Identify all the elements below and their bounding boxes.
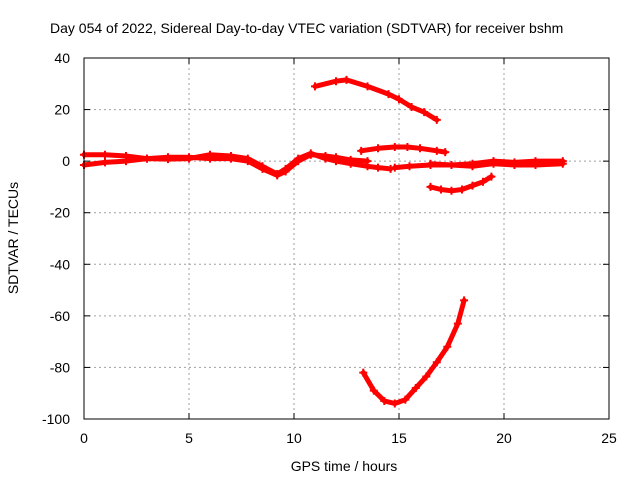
- data-point: [346, 155, 355, 164]
- data-point: [489, 157, 498, 166]
- data-point: [311, 82, 319, 91]
- data-point: [447, 186, 456, 195]
- data-point: [411, 384, 420, 393]
- data-point: [441, 148, 450, 157]
- data-point: [369, 386, 378, 395]
- data-point: [390, 399, 399, 408]
- data-point: [101, 150, 109, 159]
- data-point: [487, 172, 496, 181]
- data-point: [453, 319, 462, 328]
- data-point: [363, 157, 372, 166]
- data-point: [258, 164, 267, 173]
- data-point: [122, 157, 130, 166]
- data-point: [342, 75, 351, 84]
- y-tick-label: 0: [62, 153, 70, 169]
- chart-title: Day 054 of 2022, Sidereal Day-to-day VTE…: [50, 20, 563, 36]
- x-tick-label: 10: [286, 430, 302, 446]
- data-point: [437, 185, 445, 194]
- data-point: [374, 163, 382, 172]
- data-point: [460, 296, 469, 305]
- data-point: [294, 157, 303, 166]
- data-point: [164, 153, 172, 162]
- data-point: [359, 368, 368, 377]
- data-point: [458, 185, 466, 194]
- y-tick-label: -20: [50, 205, 70, 221]
- data-point: [422, 372, 431, 381]
- data-point: [390, 163, 399, 172]
- data-point: [447, 161, 456, 170]
- data-point: [332, 77, 340, 86]
- y-axis-label: SDTVAR / TECUs: [5, 182, 21, 294]
- x-tick-labels: 0 5 10 15 20 25: [80, 430, 617, 446]
- data-point: [401, 395, 410, 404]
- data-point: [227, 154, 235, 163]
- data-point: [443, 342, 452, 351]
- data-point: [432, 358, 441, 367]
- x-axis-label: GPS time / hours: [291, 458, 398, 474]
- data-point: [479, 177, 487, 186]
- y-tick-label: 40: [54, 50, 70, 66]
- x-tick-label: 25: [601, 430, 617, 446]
- data-point: [332, 153, 340, 162]
- series-3: [311, 75, 441, 124]
- x-tick-label: 20: [496, 430, 512, 446]
- series-2: [80, 150, 372, 180]
- data-point: [558, 157, 567, 166]
- data-point: [374, 144, 382, 153]
- data-point: [357, 146, 366, 155]
- x-tick-label: 5: [185, 430, 193, 446]
- data-point: [390, 142, 399, 151]
- series-8: [359, 296, 469, 408]
- data-point: [306, 150, 315, 159]
- data-point: [420, 108, 429, 117]
- data-point: [143, 154, 151, 163]
- data-point: [384, 90, 393, 99]
- data-point: [243, 157, 252, 166]
- data-point: [426, 182, 435, 191]
- data-point: [403, 142, 412, 151]
- y-tick-label: -80: [50, 359, 70, 375]
- data-point: [395, 95, 403, 104]
- data-point: [380, 396, 389, 405]
- data-point: [531, 157, 540, 166]
- data-point: [407, 102, 416, 111]
- series-layer: [80, 75, 567, 408]
- y-tick-label: 20: [54, 102, 70, 118]
- data-point: [468, 159, 477, 168]
- tick-marks: [83, 57, 610, 420]
- data-point: [281, 167, 290, 176]
- plot-frame: [83, 57, 610, 420]
- data-point: [101, 158, 109, 167]
- series-4: [357, 142, 450, 157]
- data-point: [510, 158, 519, 167]
- data-point: [432, 115, 441, 124]
- grid-lines: [84, 58, 609, 419]
- data-point: [468, 181, 477, 190]
- series-7: [426, 172, 496, 195]
- data-point: [206, 154, 214, 163]
- data-point: [185, 153, 193, 162]
- x-tick-label: 15: [391, 430, 407, 446]
- data-point: [426, 159, 435, 168]
- data-point: [405, 162, 414, 171]
- y-tick-label: -40: [50, 256, 70, 272]
- y-tick-labels: 40 20 0 -20 -40 -60 -80 -100: [42, 50, 70, 427]
- data-point: [273, 171, 282, 180]
- y-tick-label: -100: [42, 411, 70, 427]
- data-point: [321, 151, 330, 160]
- data-point: [363, 82, 372, 91]
- series-6: [426, 157, 567, 170]
- x-tick-label: 0: [80, 430, 88, 446]
- data-point: [432, 146, 441, 155]
- y-tick-label: -60: [50, 308, 70, 324]
- data-point: [416, 144, 424, 153]
